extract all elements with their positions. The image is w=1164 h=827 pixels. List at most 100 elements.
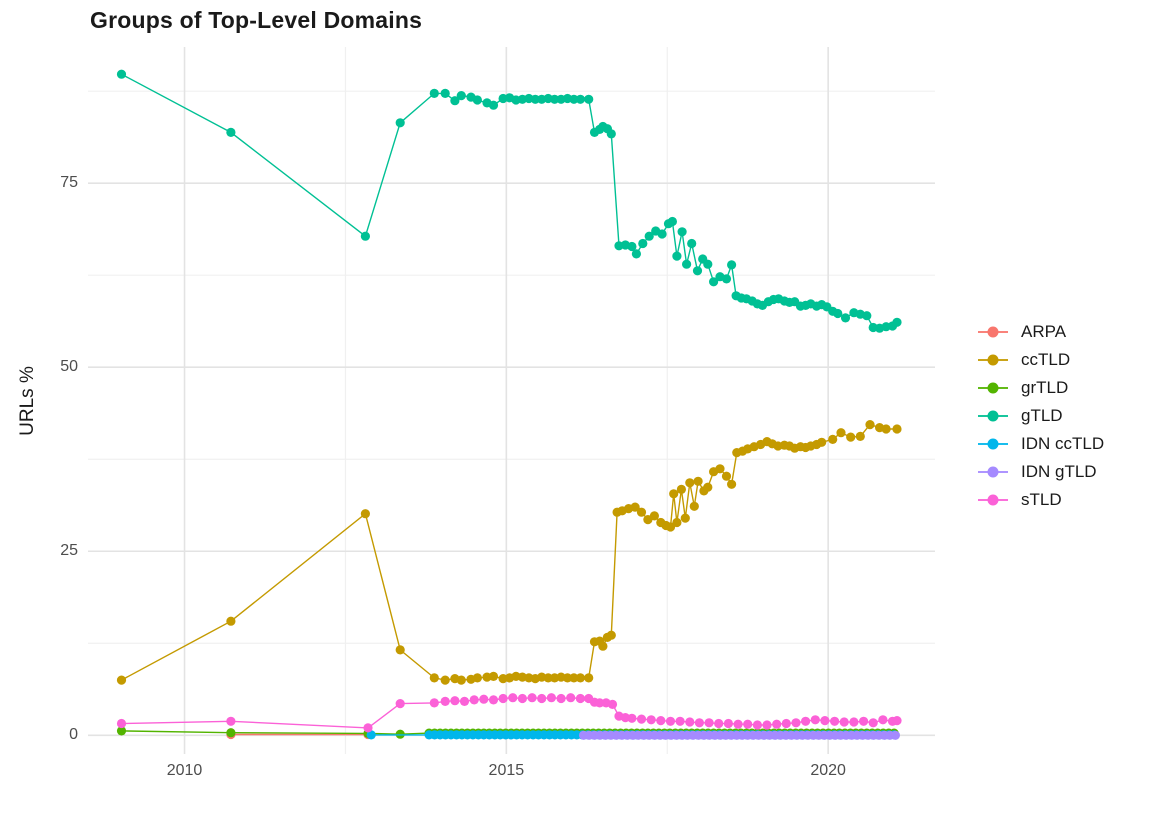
- data-point-stld: [116, 718, 127, 729]
- legend-label-gtld: gTLD: [1021, 405, 1063, 425]
- data-point-gtld: [395, 118, 405, 128]
- data-point-stld: [849, 717, 859, 727]
- data-point-stld: [469, 695, 479, 705]
- data-point-gtld: [584, 94, 594, 104]
- data-point-cctld: [693, 476, 703, 486]
- data-point-gtld: [440, 88, 450, 98]
- data-point-gtld: [450, 96, 460, 106]
- data-point-cctld: [689, 501, 699, 511]
- data-point-stld: [859, 716, 869, 726]
- legend-swatch-arpa: [978, 324, 1008, 340]
- data-point-gtld: [606, 129, 616, 139]
- data-point-cctld: [584, 673, 594, 683]
- data-point-cctld: [598, 641, 608, 651]
- data-point-gtld: [677, 227, 687, 237]
- data-point-stld: [440, 696, 450, 707]
- data-point-stld: [607, 699, 618, 710]
- data-point-gtld: [682, 259, 692, 269]
- data-point-gtld: [530, 94, 540, 104]
- series-gtld: [116, 69, 902, 333]
- data-point-stld: [517, 693, 528, 704]
- data-point-stld: [537, 693, 547, 704]
- data-point-stld: [566, 693, 576, 703]
- data-point-cctld: [828, 434, 838, 444]
- data-point-cctld: [116, 675, 127, 685]
- legend-item-cctld: ccTLD: [978, 350, 1104, 369]
- data-point-cctld: [575, 673, 586, 683]
- x-tick-label: 2010: [166, 762, 203, 779]
- series-arpa: [226, 729, 373, 740]
- data-point-stld: [820, 716, 830, 726]
- data-point-gtld: [631, 249, 642, 259]
- legend: ARPA ccTLD grTLD gTLD IDN ccTLD IDN gTLD sTLD: [978, 322, 1104, 509]
- data-point-gtld: [575, 94, 586, 104]
- data-point-grtld: [226, 728, 236, 738]
- legend-dot-icon: [987, 438, 999, 449]
- data-point-cctld: [226, 616, 236, 626]
- legend-dot-icon: [987, 466, 999, 477]
- data-point-stld: [226, 716, 236, 726]
- data-point-cctld: [676, 484, 687, 494]
- data-point-stld: [498, 693, 508, 704]
- data-point-gtld: [550, 94, 560, 104]
- y-tick-label: 0: [69, 726, 78, 744]
- data-point-stld: [868, 718, 878, 728]
- legend-swatch-idn-cctld: [978, 436, 1008, 452]
- data-point-gtld: [862, 311, 872, 321]
- data-point-cctld: [630, 502, 640, 512]
- data-point-cctld: [636, 507, 647, 517]
- data-point-stld: [781, 718, 791, 729]
- data-point-cctld: [727, 479, 737, 489]
- data-point-cctld: [865, 420, 875, 430]
- data-point-grtld: [116, 726, 127, 736]
- data-point-stld: [733, 719, 743, 729]
- data-point-stld: [694, 718, 705, 728]
- legend-dot-icon: [987, 494, 999, 505]
- data-point-gtld: [721, 274, 732, 284]
- data-point-stld: [801, 716, 811, 726]
- legend-dot-icon: [987, 410, 999, 421]
- legend-item-stld: sTLD: [978, 490, 1104, 509]
- data-point-cctld: [606, 630, 616, 640]
- y-tick-label: 50: [60, 358, 78, 376]
- data-point-stld: [646, 715, 656, 725]
- data-point-cctld: [543, 673, 553, 683]
- data-point-stld: [743, 719, 753, 729]
- data-point-stld: [830, 716, 840, 726]
- series-stld: [116, 693, 902, 733]
- legend-item-idn-gtld: IDN gTLD: [978, 462, 1104, 481]
- y-tick-label: 25: [60, 542, 78, 560]
- data-point-gtld: [672, 251, 682, 261]
- legend-swatch-gtld: [978, 408, 1008, 424]
- legend-item-grtld: grTLD: [978, 378, 1104, 397]
- data-point-cctld: [685, 478, 695, 488]
- data-point-gtld: [456, 91, 466, 101]
- data-point-cctld: [429, 673, 439, 683]
- data-point-stld: [636, 714, 647, 724]
- data-point-stld: [575, 693, 586, 704]
- data-point-stld: [479, 694, 489, 704]
- data-point-gtld: [226, 127, 236, 137]
- data-point-gtld: [692, 266, 703, 276]
- data-point-cctld: [562, 673, 573, 683]
- data-point-cctld: [440, 675, 450, 685]
- legend-dot-icon: [987, 354, 999, 365]
- data-point-gtld: [709, 277, 719, 287]
- data-point-gtld: [833, 308, 843, 319]
- data-point-cctld: [456, 675, 466, 685]
- data-point-gtld: [703, 259, 713, 269]
- legend-dot-icon: [987, 382, 999, 393]
- data-point-cctld: [817, 437, 827, 447]
- data-point-cctld: [488, 671, 499, 682]
- series-cctld: [116, 420, 902, 685]
- data-point-cctld: [846, 432, 856, 442]
- data-point-stld: [363, 723, 373, 733]
- legend-item-gtld: gTLD: [978, 406, 1104, 425]
- data-point-stld: [752, 720, 763, 730]
- data-point-gtld: [892, 317, 902, 327]
- data-point-cctld: [836, 428, 846, 438]
- legend-dot-icon: [987, 326, 999, 337]
- legend-label-idn-gtld: IDN gTLD: [1021, 461, 1097, 481]
- data-point-gtld: [644, 231, 654, 241]
